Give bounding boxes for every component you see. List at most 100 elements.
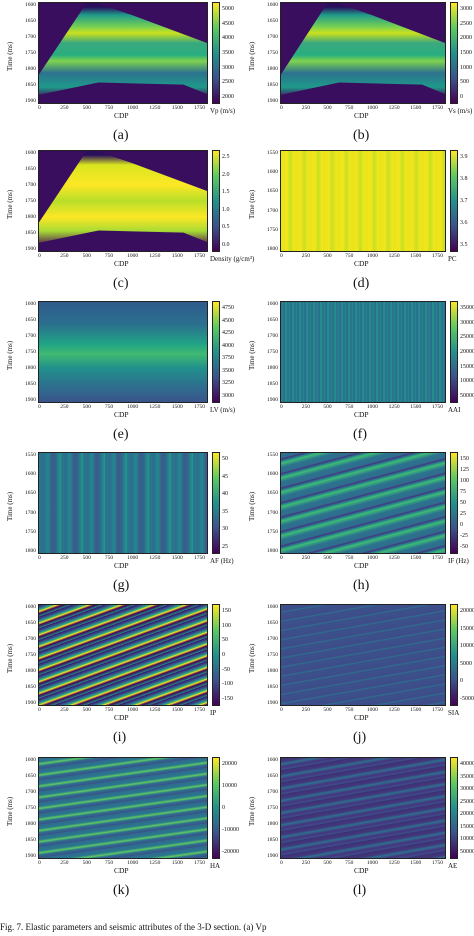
panel-i-xtick: 1750 [194,707,205,713]
panel-g-ytick: 1550 [25,452,36,458]
panel-d-ytick: 1750 [267,226,278,233]
panel-l-ytick: 1900 [267,853,278,859]
panel-e-colorbar-tick: 3500 [222,367,234,374]
panel-i-ytick: 1650 [25,620,36,626]
panel-c-plot [38,150,208,252]
panel-a-xtick: 1000 [127,105,139,111]
panel-f-colorbar-tick: 50000 [460,393,474,399]
panel-b-ytick: 1750 [267,50,278,56]
panel-b-xtick: 0 [280,105,283,111]
panel-g-xtick: 500 [82,555,91,561]
panel-k-xtick: 1750 [194,860,205,866]
panel-b-xtick: 1000 [366,105,378,111]
panel-h-ytick: 1750 [267,528,278,535]
panel-c-xtick: 0 [38,253,41,259]
panel-h-ylabel: Time (ms) [248,491,256,521]
panel-i-xtick: 1500 [171,707,183,713]
panel-c-mask [39,151,207,251]
panel-j-unit: SIA [448,709,460,717]
panel-f-xtick: 250 [301,404,310,410]
panel-g-xtick: 1000 [127,555,139,561]
panel-b-ytick: 1600 [267,2,278,8]
panel-l-ytick: 1850 [267,837,278,843]
panel-d-xtick: 0 [280,253,283,259]
panel-b-unit: Vs (m/s) [448,107,473,115]
panel-h-xtick: 1500 [410,555,422,561]
panel-d-xtick: 1750 [432,253,443,259]
panel-j-plot [280,604,446,706]
panel-j-ylabel: Time (ms) [248,643,256,673]
panel-f-xtick: 1750 [432,404,443,410]
panel-h-xtick: 500 [323,555,332,561]
panel-j-yticks: 1600 1650 1700 1750 1800 1850 1900 [258,604,278,706]
panel-d-xtick: 1250 [388,253,400,259]
panel-l-colorbar-tick: 350000 [460,773,474,780]
panel-h-yticks: 1550 1600 1650 1700 1750 1800 [258,452,278,554]
panel-g-xtick: 1500 [171,555,183,561]
panel-h-xtick: 0 [280,555,283,561]
panel-h-ytick: 1550 [267,452,278,458]
panel-i-colorbar-tick: 150 [222,608,231,614]
panel-j-colorbar-tick: 0 [460,678,463,685]
panel-i-letter: (i) [113,730,127,745]
panel-h-xtick: 1250 [388,555,400,561]
panel-i-xtick: 1250 [149,707,161,713]
panel-f-ytick: 1600 [267,301,278,307]
panel-a-xtick: 750 [104,105,114,111]
figure-caption: Fig. 7. Elastic parameters and seismic a… [0,922,267,932]
panel-a-ytick: 1800 [25,66,36,72]
panel-k-ytick: 1650 [25,773,36,779]
panel-c-ytick: 1750 [25,198,36,204]
panel-d-ylabel: Time (ms) [248,189,256,219]
panel-i-ytick: 1850 [25,684,36,690]
panel-a-colorbar-tick: 3000 [222,64,234,71]
panel-c-xtick: 500 [82,253,91,259]
panel-h-colorbar-tick: 100 [460,478,469,484]
panel-j-xtick: 1000 [366,707,378,713]
panel-e-colorbar-tick: 3000 [222,393,234,399]
panel-d-letter: (d) [353,276,370,291]
panel-a-colorbar-ticks: 5000 4500 4000 3500 3000 2500 2000 [222,2,248,104]
panel-g-xtick: 750 [104,555,114,561]
panel-l-colorbar-tick: 400000 [460,761,474,767]
panel-h-xtick: 250 [301,555,310,561]
panel-e-xtick: 500 [82,404,91,410]
panel-a-plot [38,2,208,104]
panel-j-colorbar-tick: 5000 [460,660,472,667]
panel-f-ytick: 1900 [267,397,278,403]
panel-e-xtick: 1500 [171,404,183,410]
panel-b-colorbar-tick: 2500 [460,20,472,27]
panel-j-letter: (j) [353,730,367,745]
panel-g-letter: (g) [113,578,130,593]
panel-f-yticks: 1600 1650 1700 1750 1800 1850 1900 [258,301,278,403]
panel-e-xtick: 1000 [127,404,139,410]
panel-e-xlabel: CDP [114,410,129,419]
panel-d-colorbar-ticks: 3.9 3.8 3.7 3.6 3.5 [460,150,474,252]
panel-d-xtick: 750 [345,253,354,259]
panel-a-ytick: 1600 [25,2,36,8]
panel-k-colorbar-tick: -10000 [222,827,239,833]
panel-c-colorbar-ticks: 2.5 2.0 1.5 1.0 0.5 0.0 [222,150,248,252]
panel-f-ytick: 1750 [267,349,278,355]
panel-l-colorbar [450,757,458,859]
panel-a-colorbar-tick: 4000 [222,35,234,42]
panel-f-colorbar [450,301,458,403]
panel-e-xticks: 0 250 500 750 1000 1250 1500 1750 [38,404,208,411]
panel-d-xticks: 0 250 500 750 1000 1250 1500 1750 [280,253,446,260]
panel-c-colorbar-tick: 0.5 [222,224,230,231]
panel-g-colorbar-tick: 25 [222,544,228,550]
panel-c-xticks: 0 250 500 750 1000 1250 1500 1750 [38,253,208,260]
panel-k-unit: HA [210,862,221,870]
panel-i-ytick: 1900 [25,700,36,706]
panel-b-colorbar-tick: 0 [460,94,463,100]
panel-k-xtick: 1500 [171,860,183,866]
panel-g-plot [38,452,208,554]
panel-i-xtick: 1000 [127,707,139,713]
panel-g-colorbar [212,452,220,554]
panel-j-xtick: 1500 [410,707,422,713]
panel-c-colorbar-tick: 0.0 [222,242,230,248]
panel-g-xtick: 0 [38,555,41,561]
panel-c-unit: Density (g/cm³) [210,255,255,263]
panel-l-xtick: 1000 [366,860,378,866]
panel-f-xtick: 1250 [388,404,400,410]
